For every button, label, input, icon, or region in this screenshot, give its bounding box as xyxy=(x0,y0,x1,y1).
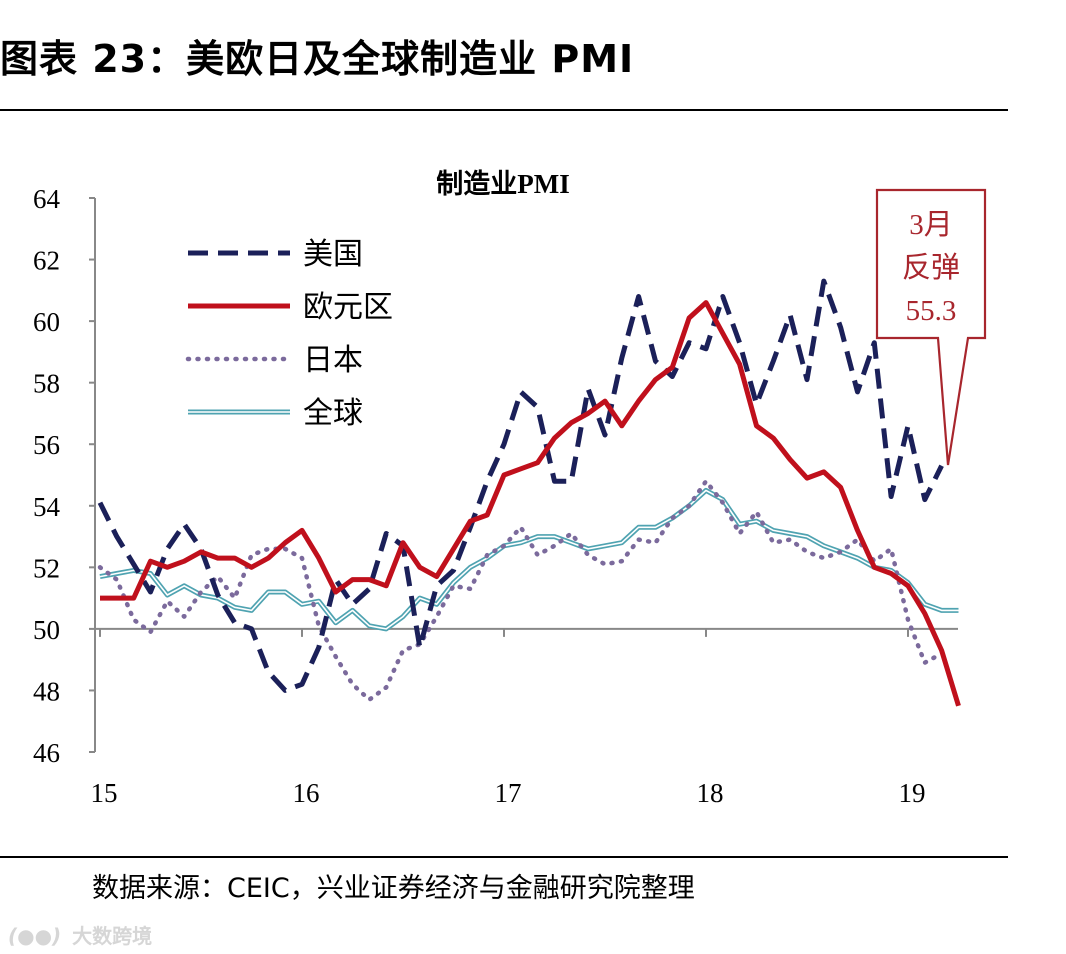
series-line-us xyxy=(97,278,944,693)
y-axis: 46 48 50 52 54 56 58 60 62 64 xyxy=(33,184,96,768)
x-tick-label: 19 xyxy=(899,778,926,808)
callout-text-line: 反弹 xyxy=(902,251,960,284)
title-rule xyxy=(0,109,1008,111)
x-tick-label: 15 xyxy=(91,778,118,808)
y-tick-label: 58 xyxy=(33,369,60,399)
pmi-chart: 制造业PMI 46 48 50 52 54 56 58 60 62 64 15 16 17 18 19 美… xyxy=(33,169,987,808)
callout-text-line: 3月 xyxy=(909,209,953,241)
watermark-text: 大数跨境 xyxy=(72,924,153,948)
series-line-jp xyxy=(97,478,944,702)
legend-label-jp: 日本 xyxy=(303,343,363,378)
callout-text-line: 55.3 xyxy=(906,295,957,327)
series-line-eu xyxy=(100,300,961,707)
y-tick-label: 48 xyxy=(33,676,60,706)
series-lines xyxy=(97,278,961,707)
series-line-gl-inner xyxy=(99,489,959,630)
x-tick-label: 16 xyxy=(293,778,320,808)
y-tick-label: 50 xyxy=(33,615,60,645)
x-tick-label: 18 xyxy=(697,778,724,808)
y-tick-label: 60 xyxy=(33,307,60,337)
y-tick-label: 46 xyxy=(33,738,60,768)
watermark-logo-icon: (●●) xyxy=(8,924,62,948)
x-tick-label: 17 xyxy=(495,778,522,808)
y-tick-label: 54 xyxy=(33,492,61,522)
callout-box xyxy=(875,188,987,466)
watermark: (●●) 大数跨境 xyxy=(8,920,152,949)
y-tick-label: 56 xyxy=(33,430,60,460)
y-tick-label: 64 xyxy=(33,184,61,214)
figure-title: 图表 23：美欧日及全球制造业 PMI xyxy=(0,37,635,81)
legend-label-gl: 全球 xyxy=(303,396,363,431)
chart-title: 制造业PMI xyxy=(436,169,569,199)
legend-label-us: 美国 xyxy=(303,237,363,272)
y-tick-label: 62 xyxy=(33,246,60,276)
source-note: 数据来源：CEIC，兴业证券经济与金融研究院整理 xyxy=(92,873,695,904)
source-rule xyxy=(0,856,1008,858)
y-tick-label: 52 xyxy=(33,553,60,583)
x-axis: 15 16 17 18 19 xyxy=(91,627,958,808)
legend-label-eu: 欧元区 xyxy=(303,290,393,325)
